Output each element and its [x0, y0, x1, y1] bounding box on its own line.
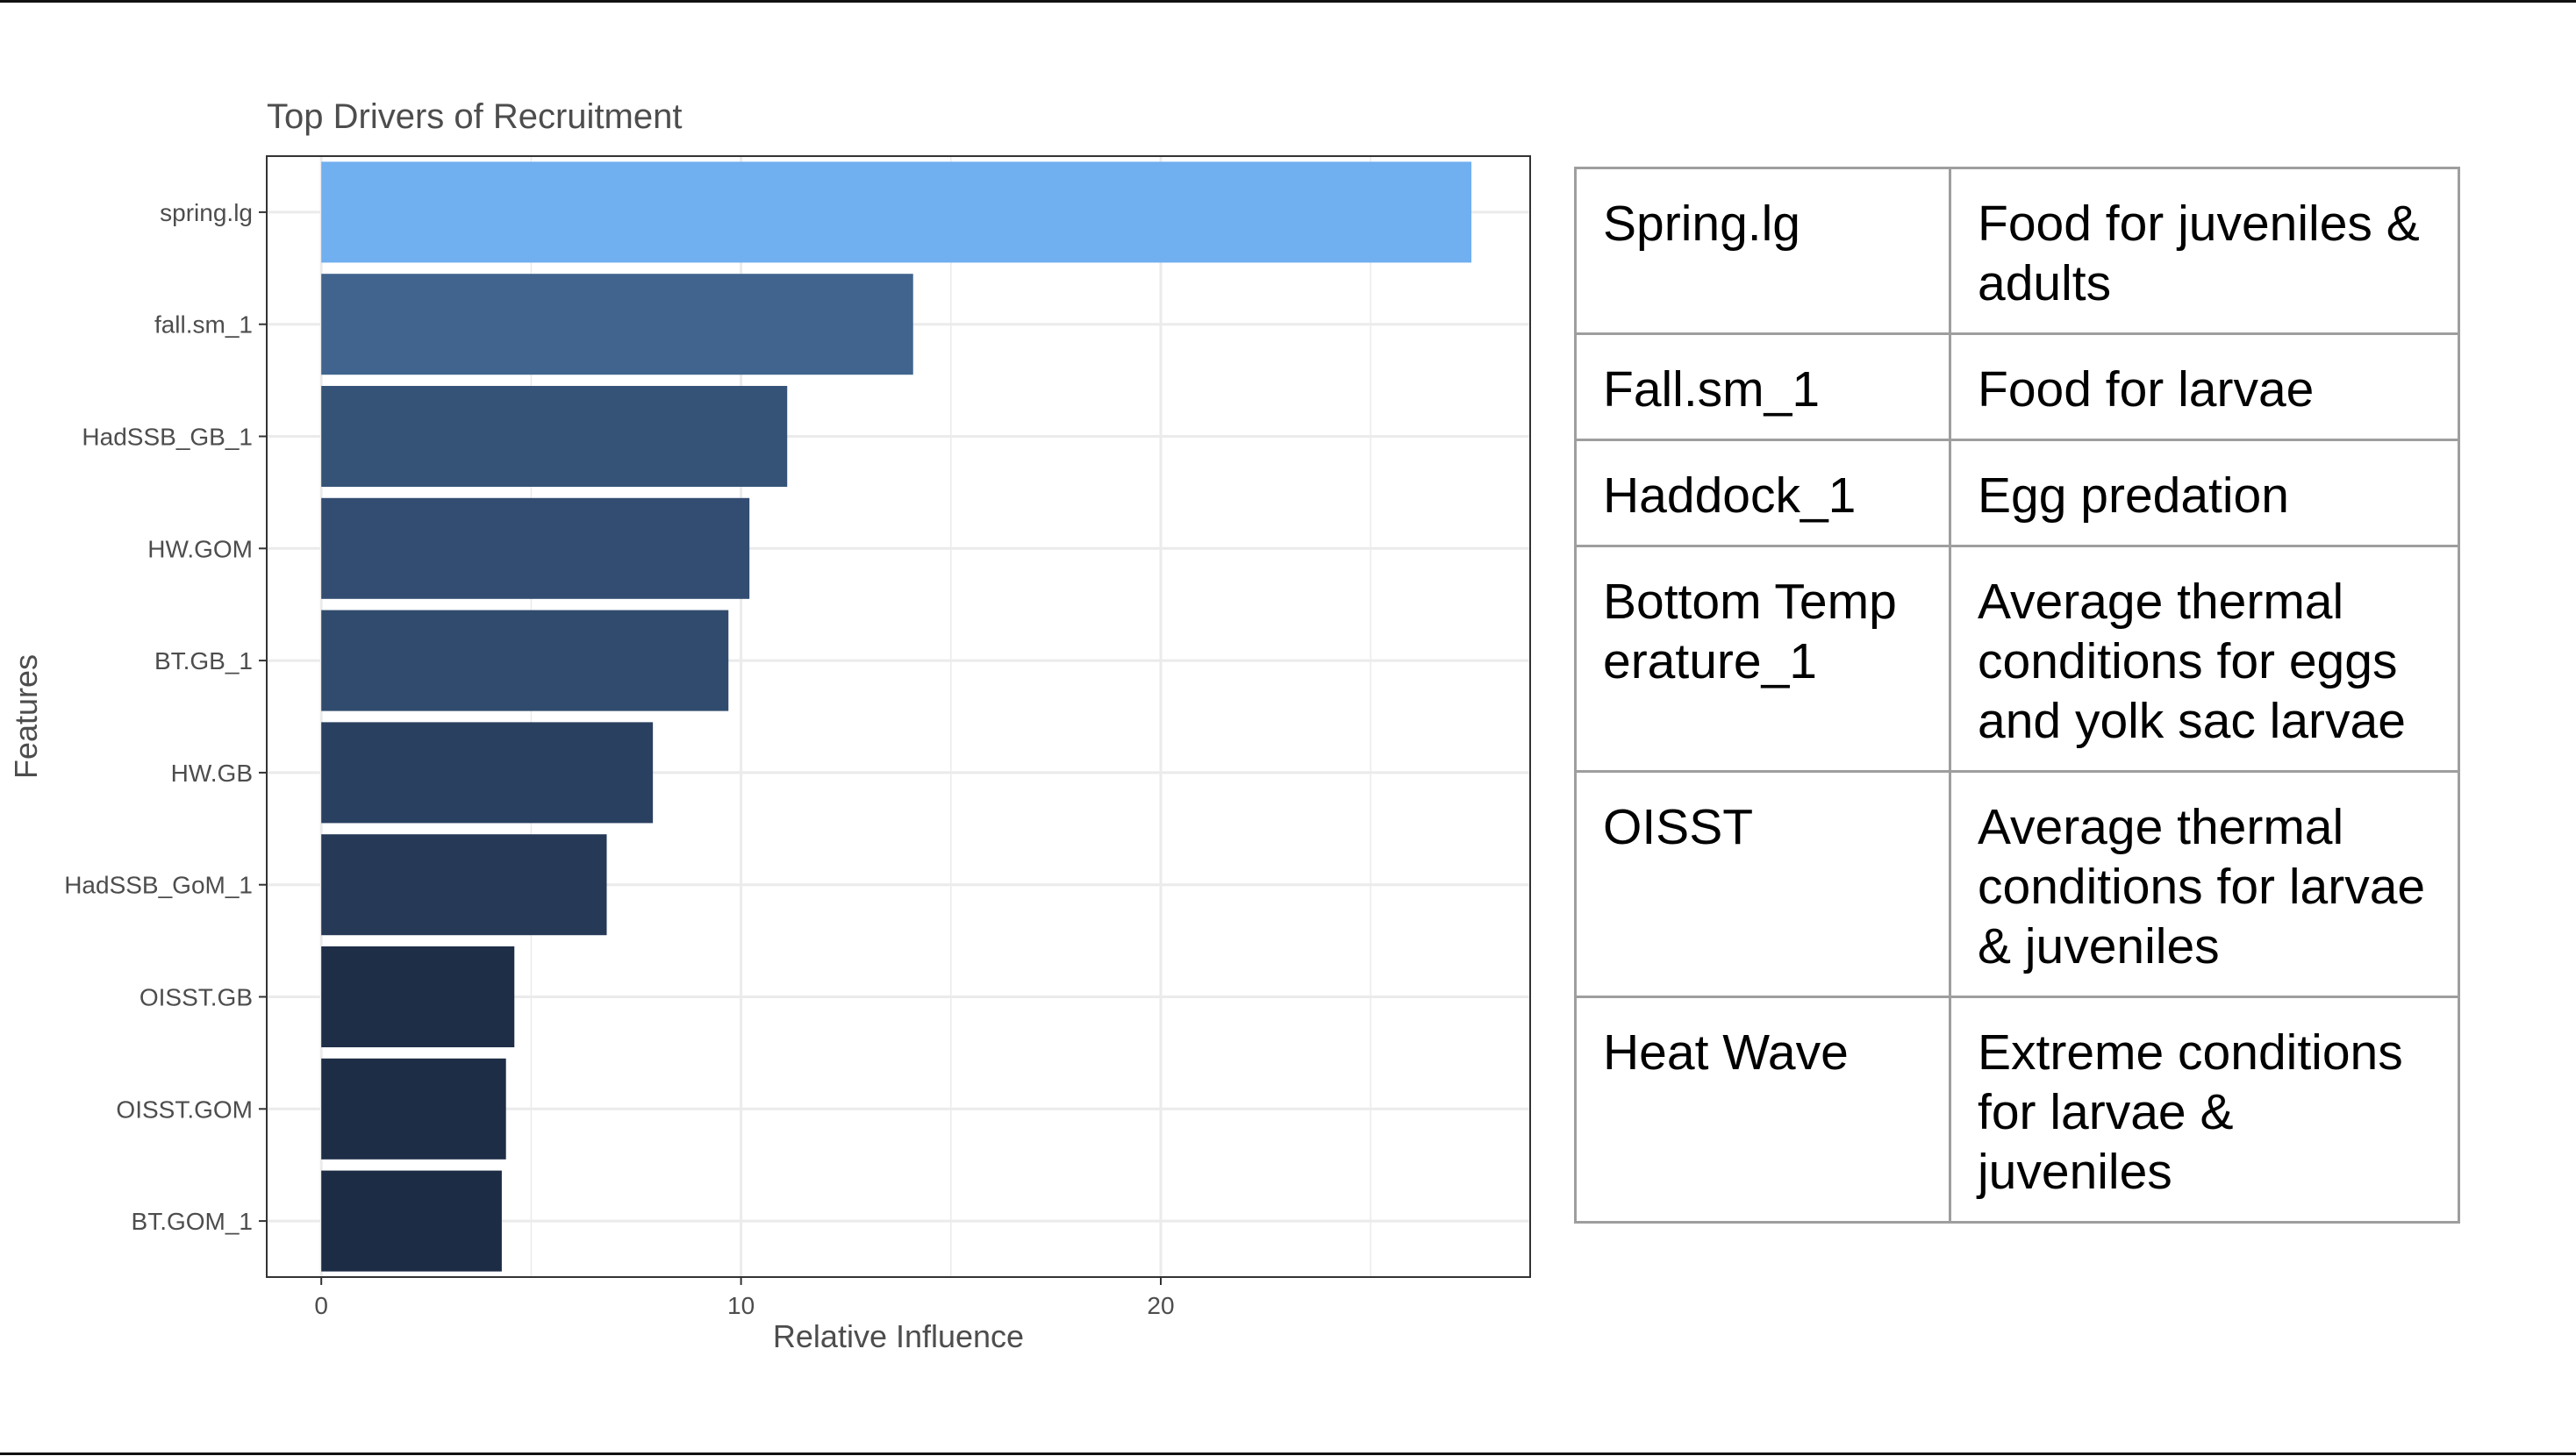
feature-name-cell: OISST: [1574, 770, 1951, 998]
plot-border: [266, 155, 1531, 1278]
feature-name-cell: Bottom Temperature_1: [1574, 545, 1951, 773]
feature-description-table: Spring.lg Food for juveniles & adults Fall…: [1574, 167, 2460, 1224]
chart-title: Top Drivers of Recruitment: [267, 97, 682, 136]
y-tick-label: OISST.GOM: [116, 1096, 253, 1123]
table-body: Spring.lg Food for juveniles & adults Fall…: [1574, 167, 2460, 1224]
y-tick-label: BT.GB_1: [154, 647, 253, 674]
table-row: Fall.sm_1 Food for larvae: [1574, 332, 2460, 441]
bar-hw-gom: [321, 497, 750, 599]
bar-fall-sm-1: [321, 274, 913, 375]
feature-description-cell: Average thermal conditions for eggs and …: [1949, 545, 2460, 773]
feature-description-cell: Egg predation: [1949, 439, 2460, 547]
bar-oisst-gb: [321, 946, 515, 1048]
table-row: Heat Wave Extreme conditions for larvae &…: [1574, 996, 2460, 1224]
y-tick-label: HW.GB: [171, 760, 253, 787]
x-axis-label: Relative Influence: [773, 1318, 1024, 1354]
bar-hadssb-gb-1: [321, 385, 788, 488]
y-tick-label: fall.sm_1: [154, 311, 253, 339]
x-axis: 0 10 20: [314, 1277, 1175, 1319]
table-row: Bottom Temperature_1 Average thermal cond…: [1574, 545, 2460, 773]
y-tick-label: HadSSB_GB_1: [82, 424, 253, 451]
table-row: Spring.lg Food for juveniles & adults: [1574, 167, 2460, 335]
y-tick-label: HW.GOM: [147, 535, 253, 562]
feature-description-cell: Average thermal conditions for larvae & …: [1949, 770, 2460, 998]
y-tick-label: spring.lg: [160, 199, 253, 226]
feature-name-cell: Fall.sm_1: [1574, 332, 1951, 441]
bar-bt-gom-1: [321, 1170, 502, 1272]
bar-bt-gb-1: [321, 610, 729, 711]
y-axis-label: Features: [8, 654, 44, 779]
bar-hw-gb: [321, 722, 654, 824]
table-row: OISST Average thermal conditions for larv…: [1574, 770, 2460, 998]
y-tick-label: HadSSB_GoM_1: [64, 872, 253, 899]
y-tick-label: BT.GOM_1: [132, 1208, 253, 1235]
bar-spring-lg: [321, 161, 1472, 263]
top-border: [0, 0, 2576, 3]
bar-oisst-gom: [321, 1058, 506, 1160]
x-tick-label: 0: [314, 1292, 328, 1319]
bars: [321, 161, 1472, 1272]
table-row: Haddock_1 Egg predation: [1574, 439, 2460, 547]
feature-description-cell: Food for larvae: [1949, 332, 2460, 441]
feature-name-cell: Heat Wave: [1574, 996, 1951, 1224]
feature-description-cell: Food for juveniles & adults: [1949, 167, 2460, 335]
bar-hadssb-gom-1: [321, 834, 607, 936]
y-tick-label: OISST.GB: [140, 984, 253, 1011]
bottom-border: [0, 1452, 2576, 1455]
feature-description-cell: Extreme conditions for larvae & juvenile…: [1949, 996, 2460, 1224]
feature-name-cell: Haddock_1: [1574, 439, 1951, 547]
feature-name-cell: Spring.lg: [1574, 167, 1951, 335]
bar-chart: Top Drivers of Recruitment spring.lg fall…: [8, 97, 1531, 1354]
x-tick-label: 20: [1147, 1292, 1174, 1319]
x-tick-label: 10: [727, 1292, 755, 1319]
y-axis: spring.lg fall.sm_1 HadSSB_GB_1 HW.GOM BT.GB…: [64, 199, 267, 1235]
